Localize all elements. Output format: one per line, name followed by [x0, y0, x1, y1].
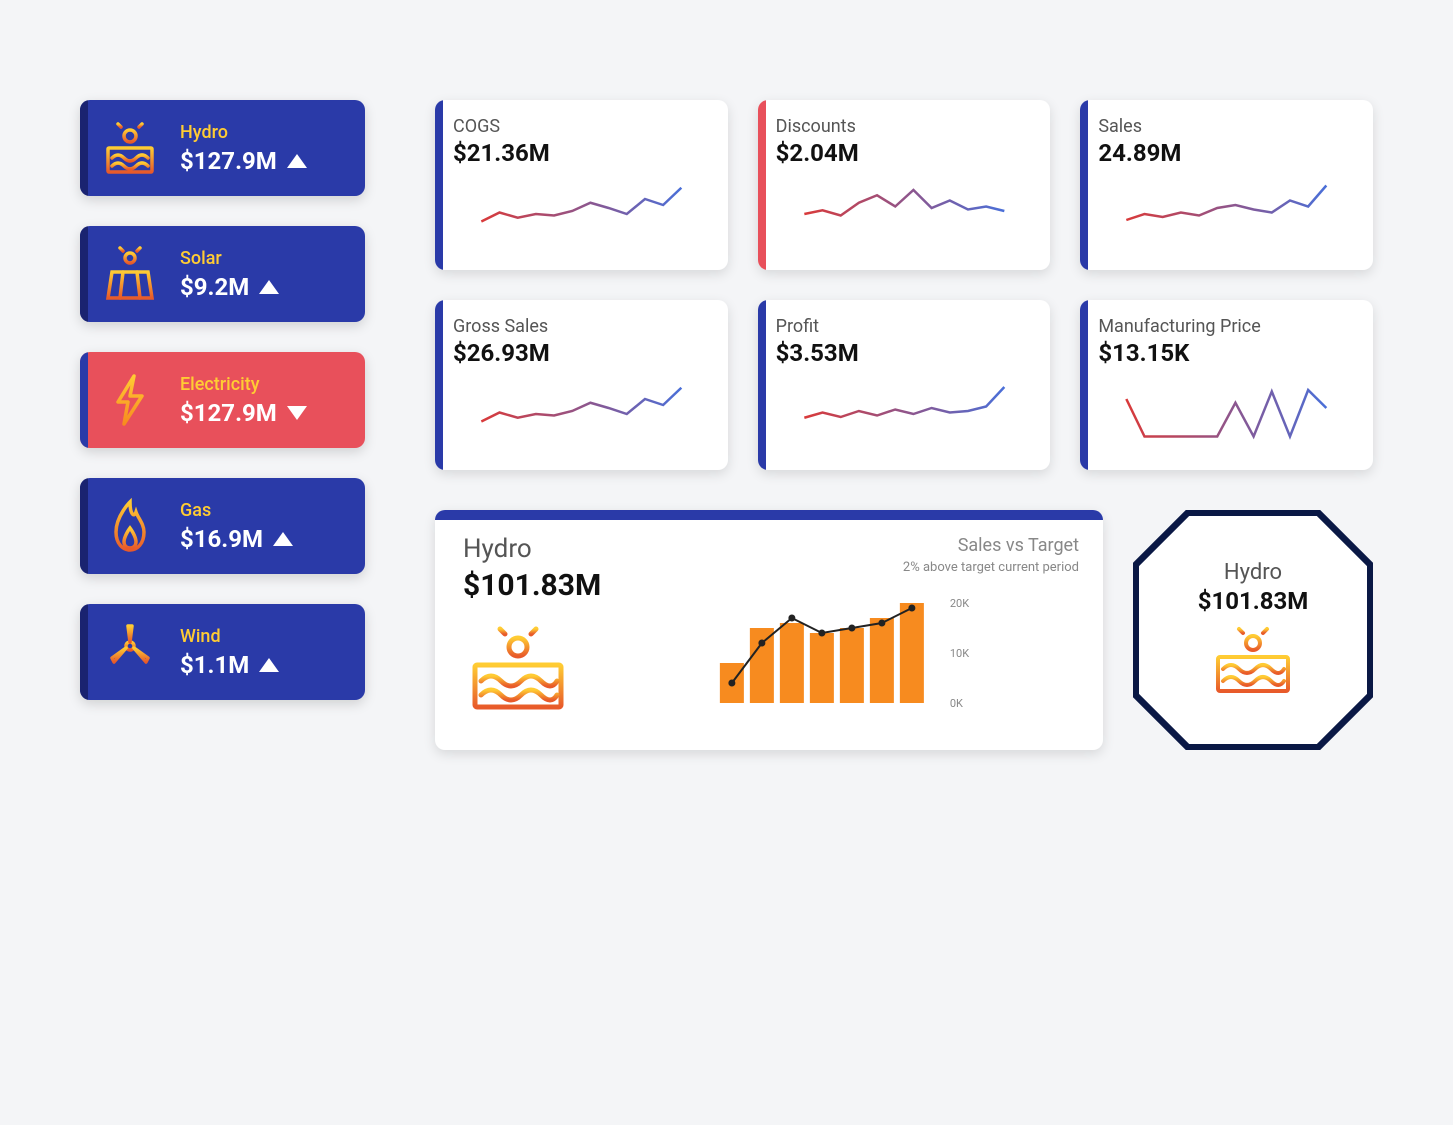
kpi-label: Sales: [1098, 116, 1355, 137]
svg-text:20K: 20K: [950, 597, 969, 610]
octagon-value: $101.83M: [1198, 587, 1309, 615]
card-stripe: [1080, 100, 1088, 270]
bottom-row: Hydro $101.83M: [435, 510, 1373, 750]
energy-label: Solar: [180, 248, 347, 269]
kpi-label: Profit: [776, 316, 1033, 337]
card-stripe: [80, 478, 88, 574]
kpi-value: $21.36M: [453, 139, 710, 167]
solar-icon: [98, 242, 162, 306]
sparkline-chart: [776, 179, 1033, 249]
sparkline-chart: [776, 379, 1033, 449]
kpi-card[interactable]: Profit$3.53M: [758, 300, 1051, 470]
kpi-value: $3.53M: [776, 339, 1033, 367]
card-stripe: [435, 100, 443, 270]
sparkline-chart: [453, 379, 710, 449]
kpi-value: 24.89M: [1098, 139, 1355, 167]
card-stripe: [758, 100, 766, 270]
kpi-card[interactable]: Discounts$2.04M: [758, 100, 1051, 270]
octagon-title: Hydro: [1224, 560, 1282, 585]
card-stripe: [80, 100, 88, 196]
energy-value: $127.9M: [180, 147, 277, 175]
trend-up-icon: [259, 658, 279, 672]
sparkline-chart: [1098, 179, 1355, 249]
energy-value: $9.2M: [180, 273, 249, 301]
kpi-label: Gross Sales: [453, 316, 710, 337]
bolt-icon: [98, 368, 162, 432]
energy-value: $127.9M: [180, 399, 277, 427]
energy-label: Gas: [180, 500, 347, 521]
energy-card-text: Hydro $127.9M: [180, 122, 347, 175]
energy-card-wind[interactable]: Wind $1.1M: [80, 604, 365, 700]
kpi-card[interactable]: Manufacturing Price$13.15K: [1080, 300, 1373, 470]
kpi-value: $2.04M: [776, 139, 1033, 167]
dashboard: Hydro $127.9M: [80, 100, 1373, 750]
energy-label: Wind: [180, 626, 347, 647]
hydro-icon: [98, 116, 162, 180]
trend-up-icon: [259, 280, 279, 294]
sales-vs-target-chart: Sales vs Target 2% above target current …: [621, 535, 1079, 717]
energy-card-text: Gas $16.9M: [180, 500, 347, 553]
octagon-hydro-card[interactable]: Hydro $101.83M: [1133, 510, 1373, 750]
card-stripe: [80, 604, 88, 700]
kpi-value: $26.93M: [453, 339, 710, 367]
wind-icon: [98, 620, 162, 684]
kpi-card[interactable]: Sales24.89M: [1080, 100, 1373, 270]
energy-card-text: Wind $1.1M: [180, 626, 347, 679]
kpi-card[interactable]: Gross Sales$26.93M: [435, 300, 728, 470]
energy-card-hydro[interactable]: Hydro $127.9M: [80, 100, 365, 196]
large-card-title: Hydro: [463, 534, 601, 564]
trend-down-icon: [287, 406, 307, 420]
svg-text:10K: 10K: [950, 647, 969, 660]
kpi-card[interactable]: COGS$21.36M: [435, 100, 728, 270]
sparkline-chart: [1098, 379, 1355, 449]
chart-title: Sales vs Target: [621, 535, 1079, 556]
energy-value: $16.9M: [180, 525, 263, 553]
kpi-label: Discounts: [776, 116, 1033, 137]
card-stripe: [758, 300, 766, 470]
energy-card-solar[interactable]: Solar $9.2M: [80, 226, 365, 322]
flame-icon: [98, 494, 162, 558]
energy-card-gas[interactable]: Gas $16.9M: [80, 478, 365, 574]
chart-subtitle: 2% above target current period: [621, 560, 1079, 575]
large-card-value: $101.83M: [463, 568, 601, 603]
right-column: COGS$21.36MDiscounts$2.04MSales24.89MGro…: [435, 100, 1373, 750]
octagon-content: Hydro $101.83M: [1139, 516, 1367, 744]
kpi-label: Manufacturing Price: [1098, 316, 1355, 337]
energy-cards-column: Hydro $127.9M: [80, 100, 365, 750]
kpi-value: $13.15K: [1098, 339, 1355, 367]
svg-text:0K: 0K: [950, 697, 963, 710]
kpi-label: COGS: [453, 116, 710, 137]
card-stripe: [80, 226, 88, 322]
card-stripe: [80, 352, 88, 448]
hydro-icon: [1208, 625, 1298, 701]
energy-label: Hydro: [180, 122, 347, 143]
trend-up-icon: [287, 154, 307, 168]
energy-label: Electricity: [180, 374, 347, 395]
large-hydro-card[interactable]: Hydro $101.83M: [435, 510, 1103, 750]
energy-card-electricity[interactable]: Electricity $127.9M: [80, 352, 365, 448]
sparkline-chart: [453, 179, 710, 249]
energy-value: $1.1M: [180, 651, 249, 679]
kpi-grid: COGS$21.36MDiscounts$2.04MSales24.89MGro…: [435, 100, 1373, 470]
card-topbar: [435, 510, 1103, 520]
hydro-icon: [463, 623, 601, 717]
trend-up-icon: [273, 532, 293, 546]
card-stripe: [1080, 300, 1088, 470]
card-stripe: [435, 300, 443, 470]
energy-card-text: Solar $9.2M: [180, 248, 347, 301]
energy-card-text: Electricity $127.9M: [180, 374, 347, 427]
